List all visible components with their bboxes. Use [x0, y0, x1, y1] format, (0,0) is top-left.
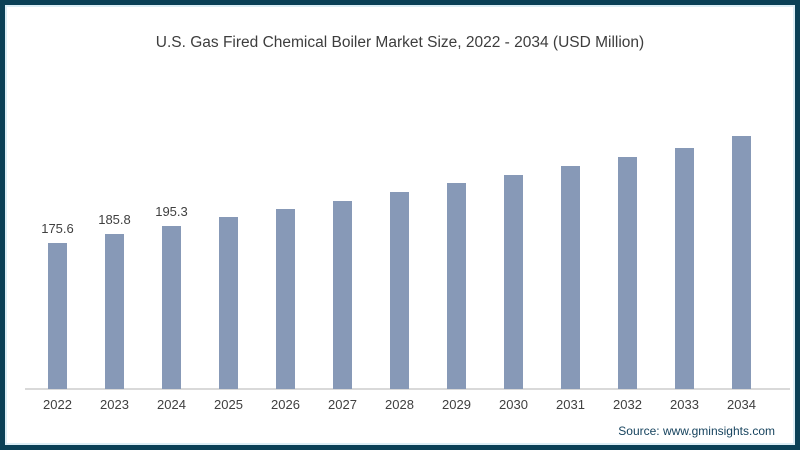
bar-column-2032 [599, 157, 656, 389]
bar-2023 [105, 234, 124, 389]
x-tick-label-2032: 2032 [613, 397, 642, 412]
bar-column-2023: 185.8 [86, 212, 143, 389]
bar-column-2022: 175.6 [29, 221, 86, 389]
x-axis-labels: 2022 2023 2024 2025 2026 2027 2028 2029 2030 2031… [29, 397, 770, 412]
x-tick-label-2024: 2024 [157, 397, 186, 412]
bar-2025 [219, 217, 238, 389]
bar-2032 [618, 157, 637, 389]
bar-column-2024: 195.3 [143, 204, 200, 389]
x-tick-label-2027: 2027 [328, 397, 357, 412]
x-tick-label-2031: 2031 [556, 397, 585, 412]
x-tick-label-2034: 2034 [727, 397, 756, 412]
bar-2030 [504, 175, 523, 389]
x-tick-label-2025: 2025 [214, 397, 243, 412]
bar-column-2027 [314, 201, 371, 389]
bar-column-2033 [656, 148, 713, 389]
x-tick-label-2028: 2028 [385, 397, 414, 412]
bar-2028 [390, 192, 409, 389]
x-axis-line [25, 388, 790, 390]
bar-column-2030 [485, 175, 542, 389]
x-tick-label-2023: 2023 [100, 397, 129, 412]
bar-column-2025 [200, 217, 257, 389]
bar-value-label-2024: 195.3 [155, 204, 188, 220]
x-tick-label-2033: 2033 [670, 397, 699, 412]
bars-container: 175.6 185.8 195.3 [29, 106, 770, 389]
x-tick-label-2022: 2022 [43, 397, 72, 412]
bar-value-label-2022: 175.6 [41, 220, 74, 236]
bar-2026 [276, 209, 295, 389]
bar-2033 [675, 148, 694, 389]
bar-value-label-2023: 185.8 [98, 212, 131, 228]
bar-column-2028 [371, 192, 428, 389]
bar-2029 [447, 183, 466, 389]
bar-2027 [333, 201, 352, 389]
bar-column-2031 [542, 166, 599, 389]
bar-2034 [732, 136, 751, 389]
bar-column-2029 [428, 183, 485, 389]
x-tick-label-2029: 2029 [442, 397, 471, 412]
bar-column-2026 [257, 209, 314, 389]
x-tick-label-2026: 2026 [271, 397, 300, 412]
bar-2031 [561, 166, 580, 389]
bar-2024 [162, 226, 181, 389]
bar-column-2034 [713, 136, 770, 389]
bar-2022 [48, 242, 67, 389]
source-attribution: Source: www.gminsights.com [618, 424, 775, 438]
chart-title: U.S. Gas Fired Chemical Boiler Market Si… [155, 34, 645, 51]
x-tick-label-2030: 2030 [499, 397, 528, 412]
